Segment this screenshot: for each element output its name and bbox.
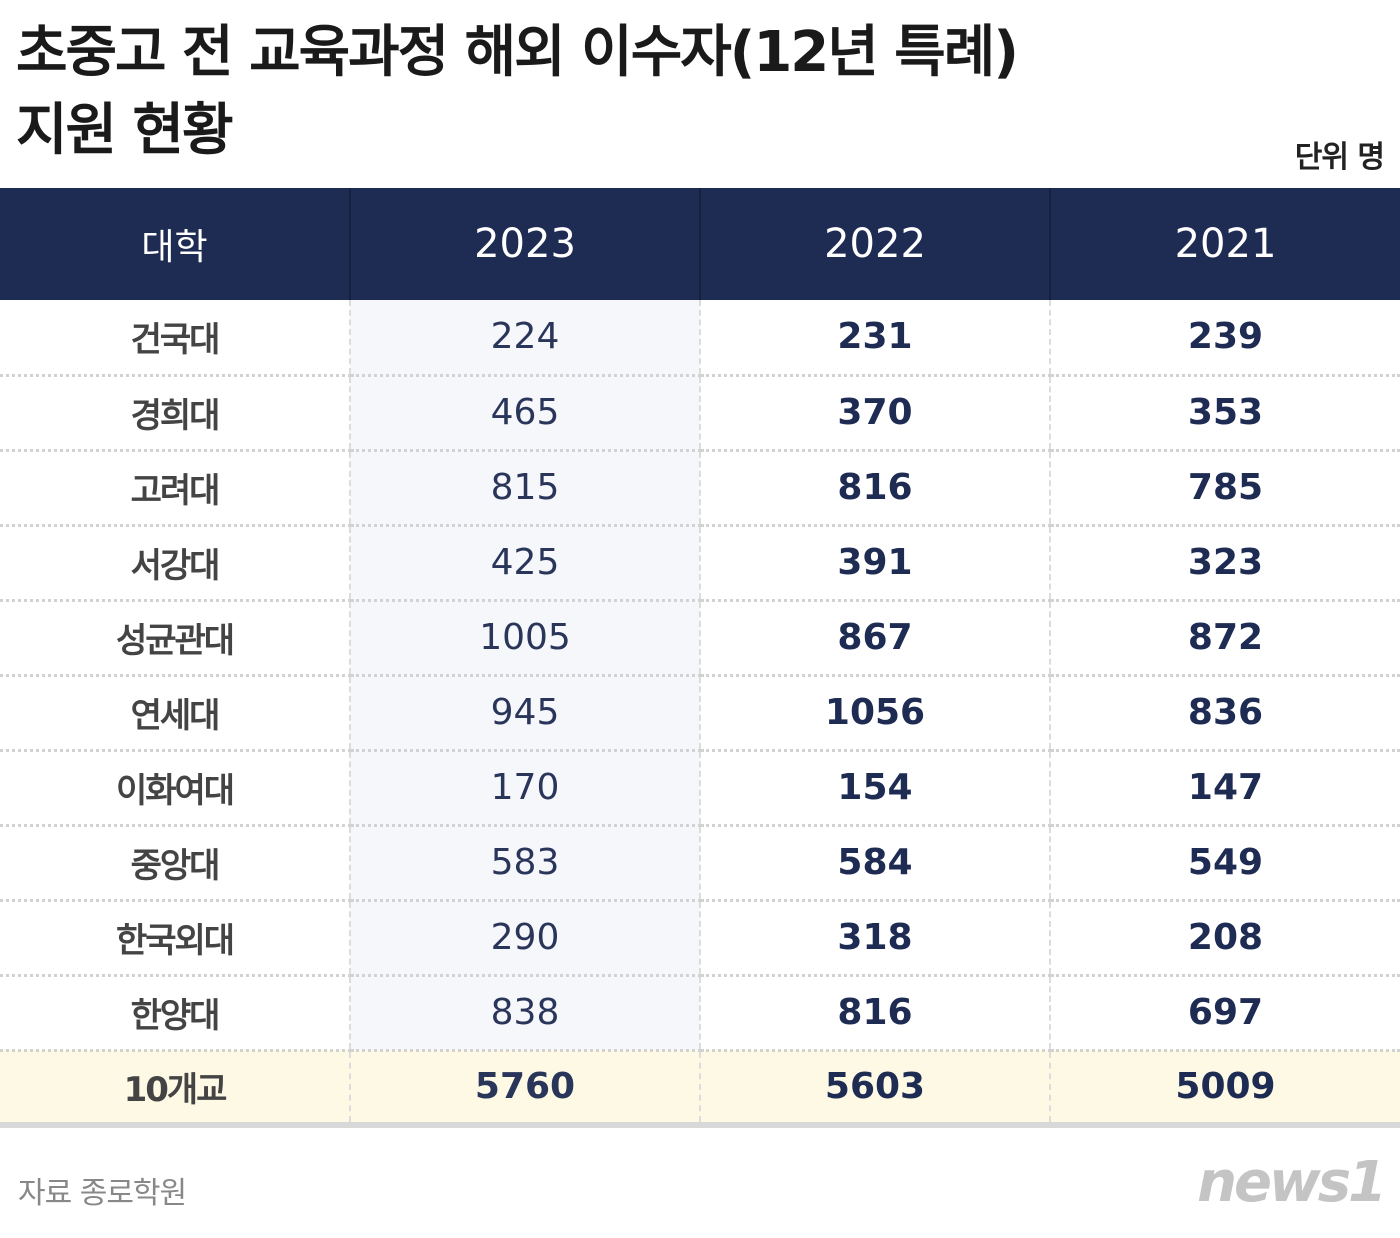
table-row: 서강대 425 391 323 xyxy=(0,523,1400,600)
news1-logo: news1 xyxy=(1197,1150,1387,1215)
column-header: 대학 xyxy=(0,188,350,300)
value-cell: 154 xyxy=(699,748,1050,825)
university-cell: 연세대 xyxy=(0,673,350,750)
value-cell: 353 xyxy=(1049,373,1400,450)
value-cell: 208 xyxy=(1049,898,1400,975)
value-cell: 425 xyxy=(349,523,700,600)
value-cell: 370 xyxy=(699,373,1050,450)
value-cell: 465 xyxy=(349,373,700,450)
value-cell: 583 xyxy=(349,823,700,900)
value-cell: 867 xyxy=(699,598,1050,675)
university-cell: 10개교 xyxy=(0,1048,350,1128)
table-row: 연세대 945 1056 836 xyxy=(0,673,1400,750)
value-cell: 697 xyxy=(1049,973,1400,1050)
value-cell: 549 xyxy=(1049,823,1400,900)
university-cell: 성균관대 xyxy=(0,598,350,675)
university-cell: 고려대 xyxy=(0,448,350,525)
total-row: 10개교 5760 5603 5009 xyxy=(0,1048,1400,1128)
value-cell: 147 xyxy=(1049,748,1400,825)
header-row: 대학 2023 2022 2021 xyxy=(0,188,1400,300)
table-row: 건국대 224 231 239 xyxy=(0,300,1400,375)
table-row: 이화여대 170 154 147 xyxy=(0,748,1400,825)
title-line-2: 지원 현황 xyxy=(16,98,234,163)
value-cell: 5009 xyxy=(1049,1048,1400,1128)
column-header: 2022 xyxy=(699,188,1050,300)
value-cell: 1005 xyxy=(349,598,700,675)
value-cell: 838 xyxy=(349,973,700,1050)
value-cell: 5603 xyxy=(699,1048,1050,1128)
value-cell: 785 xyxy=(1049,448,1400,525)
table-row: 경희대 465 370 353 xyxy=(0,373,1400,450)
column-header: 2021 xyxy=(1049,188,1400,300)
value-cell: 872 xyxy=(1049,598,1400,675)
value-cell: 815 xyxy=(349,448,700,525)
value-cell: 5760 xyxy=(349,1048,700,1128)
value-cell: 239 xyxy=(1049,300,1400,375)
source-label: 자료 종로학원 xyxy=(18,1176,187,1211)
value-cell: 1056 xyxy=(699,673,1050,750)
value-cell: 170 xyxy=(349,748,700,825)
value-cell: 318 xyxy=(699,898,1050,975)
value-cell: 290 xyxy=(349,898,700,975)
column-header: 2023 xyxy=(349,188,700,300)
value-cell: 584 xyxy=(699,823,1050,900)
value-cell: 323 xyxy=(1049,523,1400,600)
value-cell: 224 xyxy=(349,300,700,375)
table-row: 한국외대 290 318 208 xyxy=(0,898,1400,975)
university-cell: 서강대 xyxy=(0,523,350,600)
value-cell: 945 xyxy=(349,673,700,750)
value-cell: 816 xyxy=(699,973,1050,1050)
value-cell: 816 xyxy=(699,448,1050,525)
university-cell: 건국대 xyxy=(130,320,221,361)
page-title: 초중고 전 교육과정 해외 이수자(12년 특례) 지원 현황 xyxy=(16,14,1019,170)
table-row: 중앙대 583 584 549 xyxy=(0,823,1400,900)
table-row: 한양대 838 816 697 xyxy=(0,973,1400,1050)
table-row: 고려대 815 816 785 xyxy=(0,448,1400,525)
table-row: 성균관대 1005 867 872 xyxy=(0,598,1400,675)
value-cell: 391 xyxy=(699,523,1050,600)
university-cell: 경희대 xyxy=(0,373,350,450)
university-cell: 한양대 xyxy=(0,973,350,1050)
university-cell: 중앙대 xyxy=(0,823,350,900)
value-cell: 836 xyxy=(1049,673,1400,750)
title-line-1: 초중고 전 교육과정 해외 이수자(12년 특례) xyxy=(16,20,1019,85)
unit-label: 단위 명 xyxy=(1294,140,1385,175)
data-table: 대학 2023 2022 2021 건국대 224 231 239 경희대 465 370 353 고… xyxy=(0,188,1400,1128)
university-cell: 이화여대 xyxy=(0,748,350,825)
university-cell: 한국외대 xyxy=(0,898,350,975)
value-cell: 231 xyxy=(699,300,1050,375)
